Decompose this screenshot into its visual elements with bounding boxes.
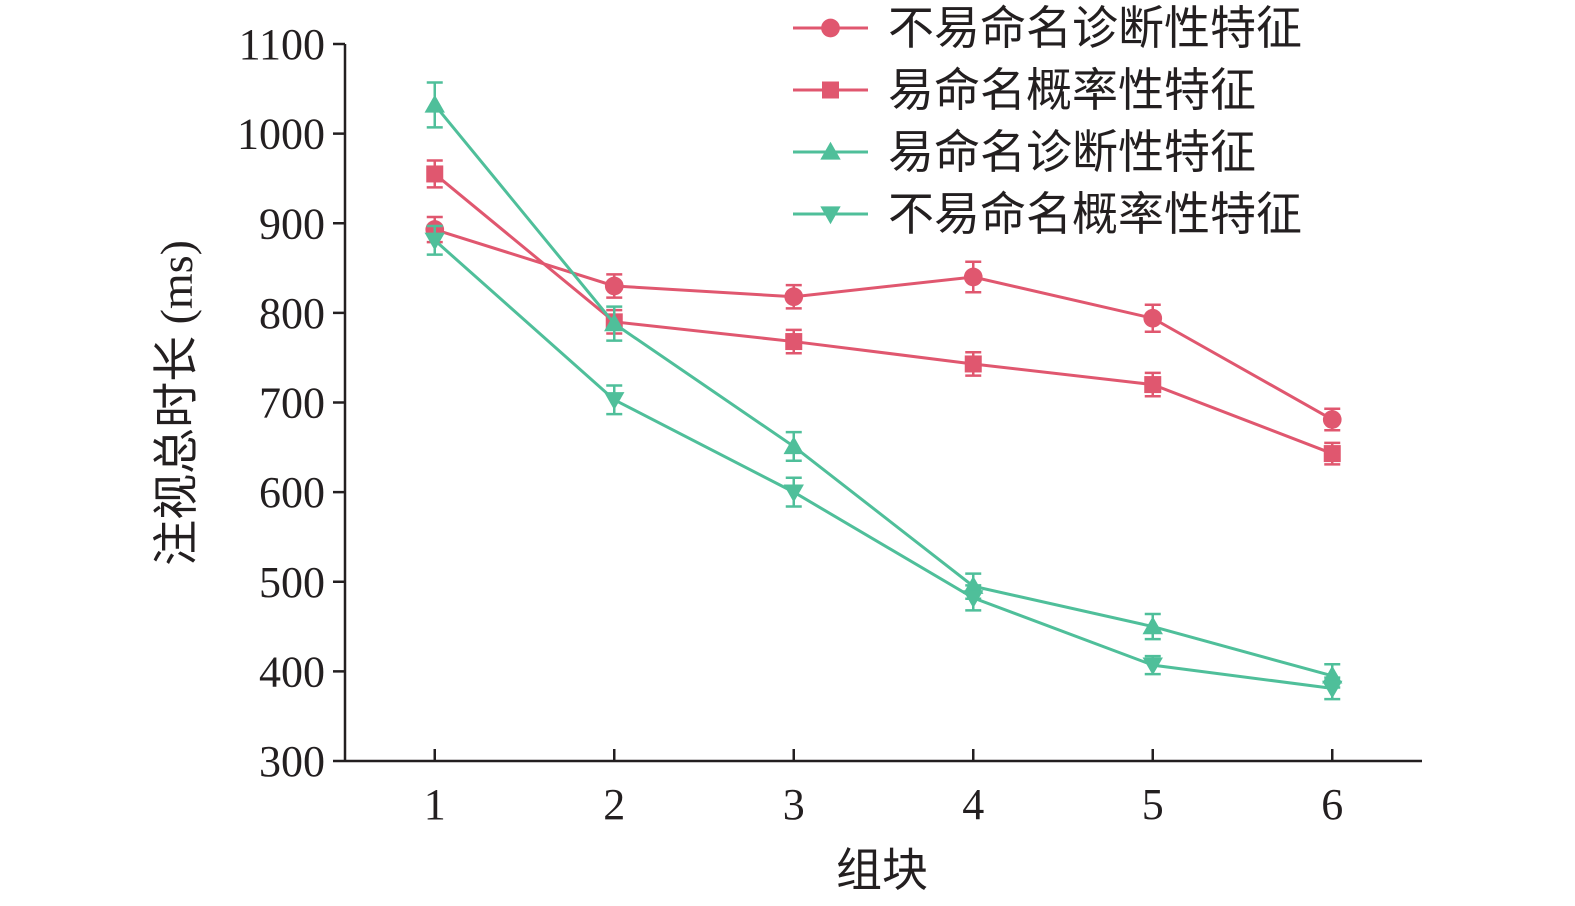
data-point <box>1323 445 1341 463</box>
data-point <box>1142 616 1163 635</box>
y-tick-label: 1000 <box>237 110 325 159</box>
series-line <box>433 239 1333 690</box>
data-point <box>1142 657 1163 676</box>
series-4 <box>424 224 1343 701</box>
data-point <box>963 590 984 609</box>
data-point <box>424 232 445 251</box>
axes <box>343 44 1422 763</box>
data-point <box>783 484 804 503</box>
y-tick-label: 300 <box>259 737 325 786</box>
data-point <box>604 276 624 296</box>
legend-marker <box>822 81 839 99</box>
x-tick-label: 4 <box>962 780 984 829</box>
data-point <box>785 333 803 351</box>
legend-marker <box>821 18 840 38</box>
data-point <box>426 165 444 183</box>
series-line <box>434 228 1333 421</box>
x-tick-label: 1 <box>424 780 446 829</box>
x-tick-label: 3 <box>783 780 805 829</box>
series-line <box>433 172 1333 455</box>
y-axis-title: 注视总时长 (ms) <box>151 240 202 566</box>
series-3 <box>424 81 1343 689</box>
y-tick-label: 900 <box>259 199 325 248</box>
x-tick-label: 5 <box>1142 780 1164 829</box>
y-tick-label: 600 <box>259 468 325 517</box>
data-point <box>424 94 445 113</box>
data-point <box>963 267 983 287</box>
x-tick-label: 2 <box>603 780 625 829</box>
legend-label: 不易命名概率性特征 <box>888 189 1302 240</box>
legend-item-2: 易命名概率性特征 <box>793 65 1256 116</box>
data-point <box>604 392 625 411</box>
y-tick-label: 400 <box>259 647 325 696</box>
series-1 <box>425 215 1342 432</box>
x-tick-label: 6 <box>1321 780 1343 829</box>
data-point <box>1144 376 1162 394</box>
y-tick-label: 500 <box>259 558 325 607</box>
legend-item-3: 易命名诊断性特征 <box>793 127 1256 178</box>
ticks: 300 400 500 600 700 800 900 1000 1100 1 2 3 4 5 6 <box>237 20 1343 829</box>
data-point <box>1322 410 1342 429</box>
legend-marker <box>820 141 841 160</box>
series-line <box>433 103 1333 678</box>
data-point <box>1322 680 1343 699</box>
legend-label: 易命名诊断性特征 <box>888 127 1256 178</box>
x-axis-title: 组块 <box>836 845 928 896</box>
legend-item-4: 不易命名概率性特征 <box>793 189 1302 240</box>
legend-label: 不易命名诊断性特征 <box>888 3 1302 54</box>
legend-marker <box>820 206 841 225</box>
data-point <box>783 436 804 455</box>
y-tick-label: 800 <box>259 289 325 338</box>
legend-label: 易命名概率性特征 <box>888 65 1256 116</box>
data-point <box>604 313 625 332</box>
series-layer <box>424 81 1343 701</box>
y-tick-label: 700 <box>259 379 325 428</box>
data-point <box>964 355 982 373</box>
legend-item-1: 不易命名诊断性特征 <box>793 3 1302 54</box>
y-tick-label: 1100 <box>239 20 325 69</box>
data-point <box>784 287 804 307</box>
data-point <box>1322 665 1343 684</box>
data-point <box>1143 308 1163 328</box>
